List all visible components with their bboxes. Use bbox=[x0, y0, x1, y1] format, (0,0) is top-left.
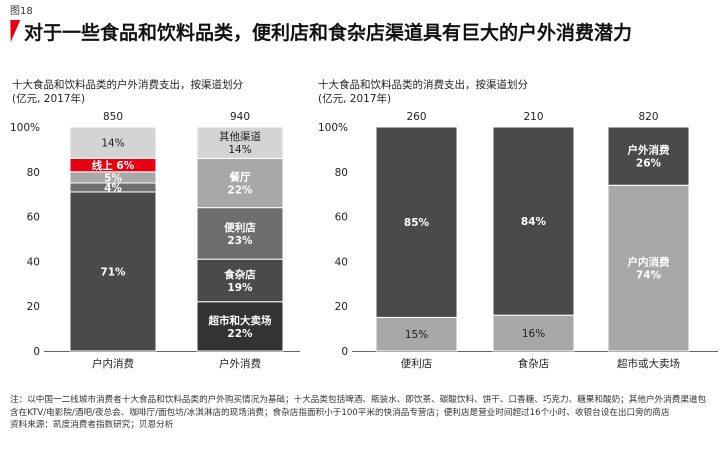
bar-segment bbox=[196, 157, 284, 209]
footnote: 注：以中国一二线城市消费者十大食品和饮料品类的户外购买情况为基础；十大品类包括啤… bbox=[10, 395, 707, 418]
bar-segment bbox=[492, 126, 575, 316]
left-chart-unit-note: (亿元, 2017年) bbox=[12, 93, 86, 105]
segment-value-label: 食杂店 19% bbox=[223, 268, 256, 294]
x-category-label: 超市或大卖场 bbox=[617, 357, 680, 370]
segment-value-label-line: 19% bbox=[227, 282, 253, 294]
y-tick-label: 60 bbox=[27, 212, 40, 224]
segment-value-label-line: 85% bbox=[404, 217, 430, 229]
segment-value-label-line: 74% bbox=[636, 270, 662, 282]
segment-value-label: 户外消费 26% bbox=[627, 144, 670, 170]
segment-value-label: 16% bbox=[522, 328, 545, 340]
bar-segment bbox=[607, 126, 690, 186]
bar-total-label: 850 bbox=[103, 111, 123, 123]
segment-value-label-line: 4% bbox=[104, 182, 122, 194]
segment-value-label-line: 5% bbox=[104, 172, 122, 184]
segment-value-label-line: 线上 6% bbox=[92, 159, 135, 172]
bar-total-label: 820 bbox=[638, 111, 658, 123]
segment-value-label-line: 便利店 bbox=[224, 221, 256, 234]
bar-segment bbox=[607, 184, 690, 352]
segment-value-label: 15% bbox=[405, 329, 428, 341]
segment-value-label: 71% bbox=[100, 266, 126, 278]
segment-value-label: 线上 6% bbox=[92, 159, 135, 172]
y-tick-label: 100% bbox=[10, 122, 40, 134]
bar-segment bbox=[196, 258, 284, 303]
segment-value-label: 14% bbox=[101, 138, 124, 150]
bar-segment bbox=[196, 301, 284, 352]
y-tick-label: 0 bbox=[341, 346, 348, 358]
bar-segment bbox=[375, 316, 458, 352]
segment-value-label-line: 14% bbox=[228, 144, 251, 156]
segment-value-label-line: 14% bbox=[101, 138, 124, 150]
segment-value-label: 4% bbox=[104, 182, 122, 194]
y-tick-label: 100% bbox=[318, 122, 348, 134]
right-chart-unit-note: (亿元, 2017年) bbox=[318, 93, 392, 105]
segment-value-label-line: 84% bbox=[521, 216, 547, 228]
y-tick-label: 80 bbox=[335, 167, 348, 179]
x-category-label: 户外消费 bbox=[219, 357, 261, 370]
segment-value-label-line: 26% bbox=[636, 158, 662, 170]
source-note: 资料来源：凯度消费者指数研究；贝恩分析 bbox=[10, 420, 174, 430]
page-title: 对于一些食品和饮料品类，便利店和食杂店渠道具有巨大的户外消费潜力 bbox=[24, 22, 633, 44]
bar-segment bbox=[69, 191, 157, 352]
x-category-label: 便利店 bbox=[401, 357, 433, 370]
right-chart-subtitle-text: 十大食品和饮料品类的消费支出，按渠道划分 bbox=[318, 79, 528, 91]
y-tick-label: 60 bbox=[335, 212, 348, 224]
segment-value-label-line: 餐厅 bbox=[229, 171, 251, 184]
segment-value-label: 其他渠道 14% bbox=[219, 130, 261, 156]
footnote-block: 注：以中国一二线城市消费者十大食品和饮料品类的户外购买情况为基础；十大品类包括啤… bbox=[10, 394, 712, 432]
x-category-label: 食杂店 bbox=[518, 357, 550, 370]
y-tick-label: 40 bbox=[335, 256, 348, 268]
segment-value-label-line: 15% bbox=[405, 329, 428, 341]
x-category-label: 户内消费 bbox=[92, 357, 134, 370]
segment-value-label: 便利店 23% bbox=[224, 221, 256, 247]
segment-value-label-line: 71% bbox=[100, 266, 126, 278]
bar-segment bbox=[196, 126, 284, 159]
bar-total-label: 210 bbox=[523, 111, 543, 123]
segment-value-label-line: 22% bbox=[227, 328, 253, 340]
bar-segment bbox=[69, 126, 157, 159]
bar-total-label: 260 bbox=[406, 111, 426, 123]
segment-value-label-line: 食杂店 bbox=[223, 268, 256, 281]
segment-value-label: 超市和大卖场 22% bbox=[208, 314, 272, 340]
segment-value-label: 餐厅 22% bbox=[227, 171, 253, 197]
y-tick-label: 80 bbox=[27, 167, 40, 179]
right-chart-subtitle: 十大食品和饮料品类的消费支出，按渠道划分 (亿元, 2017年) bbox=[318, 78, 528, 106]
right-stacked-bar-chart: 0 20 40 60 80 100% 15% 85% 260 便利店 16% 84% 210 食杂店 户内消… bbox=[318, 111, 718, 370]
segment-value-label: 84% bbox=[521, 216, 547, 228]
bar-segment bbox=[375, 126, 458, 318]
y-tick-label: 40 bbox=[27, 256, 40, 268]
segment-value-label-line: 22% bbox=[227, 185, 253, 197]
bar-total-label: 940 bbox=[230, 111, 250, 123]
left-chart-subtitle: 十大食品和饮料品类的户外消费支出，按渠道划分 (亿元, 2017年) bbox=[12, 78, 243, 106]
left-stacked-bar-chart: 0 20 40 60 80 100% 71% 4%5%线上 6% 14% 850 户内消费 超市和大卖… bbox=[10, 111, 300, 370]
segment-value-label: 户内消费 74% bbox=[627, 256, 670, 282]
segment-value-label-line: 其他渠道 bbox=[219, 130, 261, 143]
y-tick-label: 0 bbox=[33, 346, 40, 358]
segment-value-label-line: 超市和大卖场 bbox=[208, 314, 272, 327]
segment-value-label-line: 16% bbox=[522, 328, 545, 340]
segment-value-label: 85% bbox=[404, 217, 430, 229]
segment-value-label-line: 户内消费 bbox=[627, 256, 670, 269]
left-chart-subtitle-text: 十大食品和饮料品类的户外消费支出，按渠道划分 bbox=[12, 79, 243, 91]
segment-value-label-line: 23% bbox=[227, 235, 253, 247]
segment-value-label: 5% bbox=[104, 172, 122, 184]
bar-segment bbox=[492, 314, 575, 352]
y-tick-label: 20 bbox=[27, 301, 40, 313]
y-tick-label: 20 bbox=[335, 301, 348, 313]
figure-label: 图18 bbox=[10, 6, 33, 17]
segment-value-label-line: 户外消费 bbox=[627, 144, 670, 157]
